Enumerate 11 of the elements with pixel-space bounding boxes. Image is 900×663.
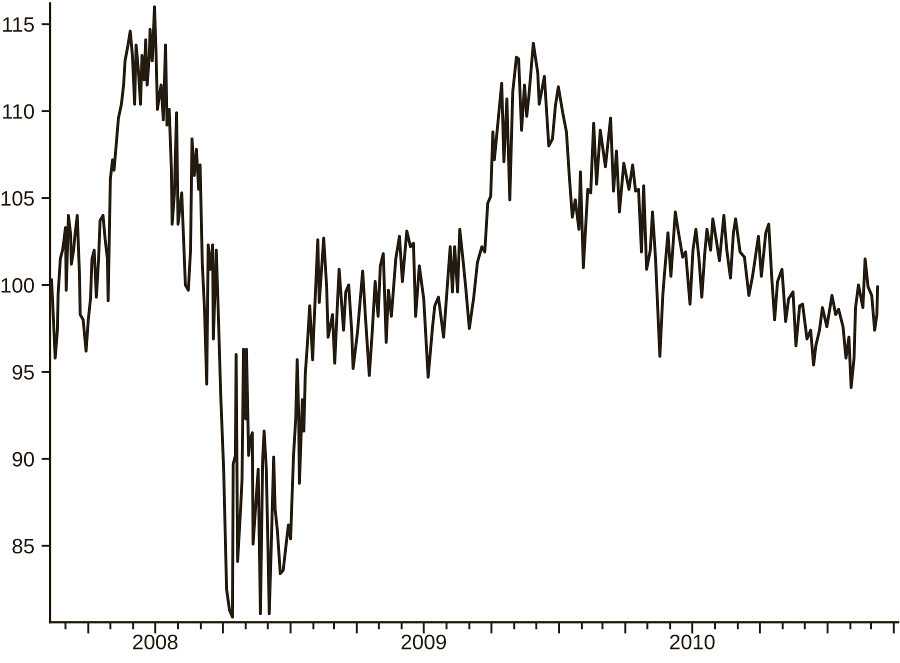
y-tick-label: 100 xyxy=(2,278,34,293)
line-series xyxy=(50,5,880,619)
y-tick-label: 95 xyxy=(12,364,34,380)
y-tick-label: 85 xyxy=(12,538,34,554)
y-tick-label: 115 xyxy=(3,17,34,32)
y-tick-label: 105 xyxy=(2,191,34,206)
y-tick-label: 90 xyxy=(12,452,34,467)
y-tick-label: 110 xyxy=(3,104,34,119)
x-tick-label: 2010 xyxy=(670,634,715,650)
x-tick-label: 2009 xyxy=(402,634,446,650)
x-tick-label: 2008 xyxy=(133,634,178,650)
